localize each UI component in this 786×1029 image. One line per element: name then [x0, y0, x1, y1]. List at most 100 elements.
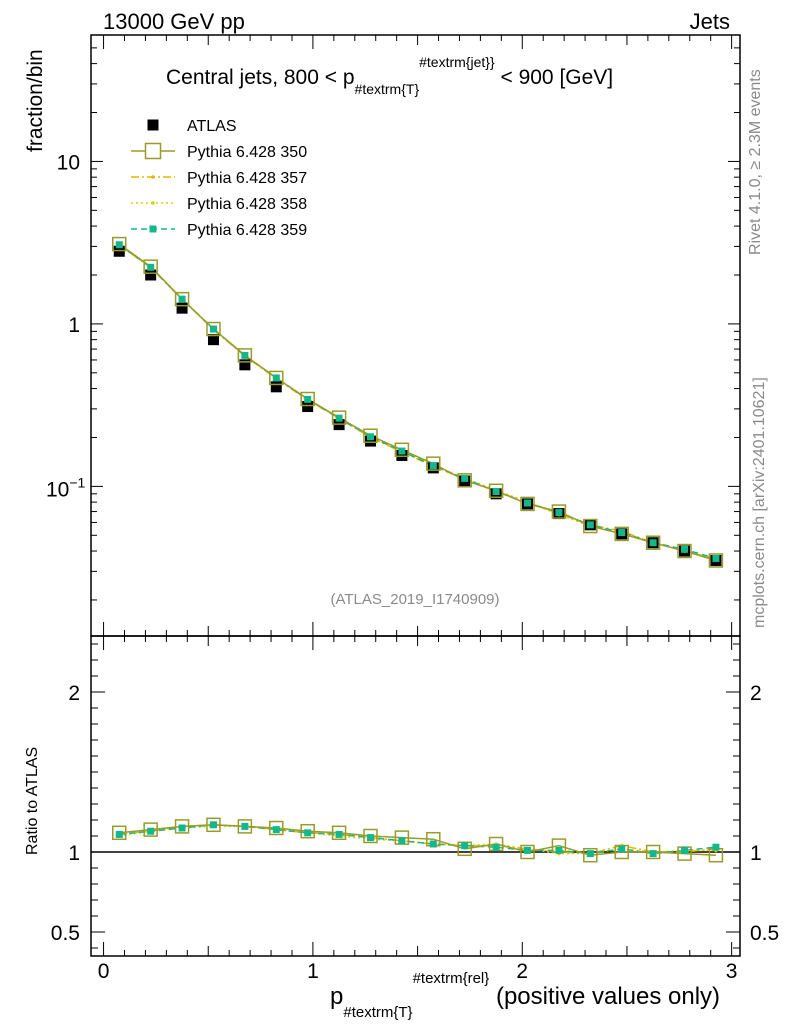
ratio-line-358: [119, 825, 716, 855]
ratio-359-marker: [649, 850, 657, 858]
legend-marker-dot: [151, 201, 155, 205]
ratio-y-tick-label: 2: [68, 682, 80, 705]
pythia-359-marker: [335, 414, 343, 422]
pythia-359-marker: [304, 395, 312, 403]
ratio-350-marker: [237, 819, 253, 834]
ratio-350-marker: [269, 820, 284, 836]
pythia-350-marker: [583, 518, 598, 534]
legend-label: Pythia 6.428 359: [187, 222, 307, 239]
x-tick-label: 3: [726, 960, 738, 983]
side-label-bottom: mcplots.cern.ch [arXiv:2401.10621]: [751, 377, 768, 628]
ratio-350-marker: [112, 825, 127, 841]
ratio-359-marker: [366, 834, 374, 842]
legend-marker-dot: [151, 175, 155, 179]
pythia-350-marker: [143, 259, 158, 274]
ratio-350-marker: [645, 844, 661, 860]
pythia-359-marker: [241, 351, 249, 359]
pythia-350-marker: [645, 535, 661, 550]
ratio-359-marker: [115, 830, 123, 838]
atlas-data-point: [145, 269, 157, 281]
ratio-350-marker: [300, 823, 315, 839]
legend-marker-atlas: [147, 119, 159, 131]
ratio-y-tick-label-right: 2: [750, 682, 762, 705]
analysis-id: (ATLAS_2019_I1740909): [330, 591, 499, 608]
ratio-y-tick-label: 1: [68, 842, 80, 865]
ratio-359-marker: [429, 840, 437, 848]
ratio-359-marker: [618, 845, 626, 853]
ratio-350-marker: [331, 825, 347, 841]
main-y-tick-label-exp: 10−1: [46, 474, 86, 501]
x-tick-label: 0: [98, 960, 110, 983]
main-y-tick-label: 1: [68, 314, 80, 337]
ratio-plot-frame: [90, 635, 741, 957]
pythia-350-marker: [269, 370, 284, 386]
pythia-359-marker: [712, 554, 720, 562]
ratio-359-marker: [147, 827, 155, 835]
series-line-pythia-6.428-358: [118, 243, 717, 560]
header-right: Jets: [690, 9, 730, 34]
ratio-359-marker: [492, 843, 500, 851]
ratio-359-marker: [209, 821, 217, 829]
ratio-350-marker: [174, 819, 190, 834]
pythia-359-marker: [649, 539, 657, 547]
pythia-350-marker: [237, 348, 253, 363]
legend-marker-open-square: [144, 142, 162, 160]
pythia-359-marker: [555, 509, 563, 517]
ratio-359-marker: [304, 829, 312, 837]
ratio-359-marker: [524, 846, 532, 854]
pythia-359-marker: [586, 521, 594, 529]
pythia-359-marker: [272, 374, 280, 382]
atlas-data-point: [176, 302, 188, 314]
ratio-350-marker: [583, 847, 598, 863]
pythia-359-marker: [209, 325, 217, 333]
pythia-350-marker: [206, 321, 221, 337]
pythia-350-marker: [174, 291, 190, 307]
series-line-pythia-6.428-350: [118, 243, 717, 562]
pythia-350-marker: [551, 504, 567, 519]
atlas-data-point: [302, 401, 314, 413]
ratio-350-marker: [363, 828, 378, 844]
legend-entry: Pythia 6.428 357: [131, 170, 307, 187]
ratio-line-359: [119, 824, 716, 855]
ratio-359-marker: [241, 822, 249, 830]
ratio-359-marker: [398, 837, 406, 845]
pythia-350-marker: [457, 473, 472, 488]
header-left: 13000 GeV pp: [103, 9, 245, 34]
side-label-top: Rivet 4.1.0, ≥ 2.3M events: [747, 69, 764, 255]
ratio-350-marker: [143, 822, 158, 837]
ratio-line-350: [119, 824, 716, 856]
pythia-350-marker: [708, 553, 724, 568]
atlas-data-point: [207, 334, 219, 346]
legend-label: Pythia 6.428 350: [187, 144, 307, 161]
atlas-data-point: [270, 381, 282, 393]
atlas-data-point: [239, 359, 251, 371]
legend-marker-square: [149, 225, 157, 233]
pythia-359-marker: [524, 499, 532, 507]
ratio-line-357: [119, 824, 716, 855]
pythia-350-marker: [394, 442, 410, 458]
ratio-359-marker: [555, 846, 563, 854]
ratio-359-marker: [272, 826, 280, 834]
plot-title: Central jets, 800 < p#textrm{T}#textrm{j…: [166, 54, 613, 97]
pythia-359-marker: [115, 241, 123, 249]
pythia-359-marker: [618, 529, 626, 537]
pythia-350-marker: [363, 428, 378, 443]
ratio-359-marker: [178, 824, 186, 832]
ratio-ylabel: Ratio to ATLAS: [24, 747, 41, 855]
pythia-350-marker: [426, 456, 441, 471]
pythia-359-marker: [178, 295, 186, 303]
ratio-y-tick-label-right: 0.5: [750, 922, 779, 945]
pythia-359-marker: [147, 263, 155, 271]
ratio-359-marker: [335, 830, 343, 838]
pythia-359-marker: [492, 488, 500, 496]
main-y-tick-label: 10: [57, 151, 80, 174]
legend-entry: ATLAS: [147, 118, 237, 135]
x-axis-title: p#textrm{T}#textrm{rel} (positive values…: [330, 970, 720, 1021]
legend-label: Pythia 6.428 358: [187, 196, 307, 213]
legend-entry: Pythia 6.428 358: [131, 196, 307, 213]
pythia-350-marker: [488, 483, 504, 499]
pythia-359-marker: [398, 447, 406, 455]
ratio-359-marker: [461, 842, 469, 850]
pythia-350-marker: [112, 236, 127, 252]
